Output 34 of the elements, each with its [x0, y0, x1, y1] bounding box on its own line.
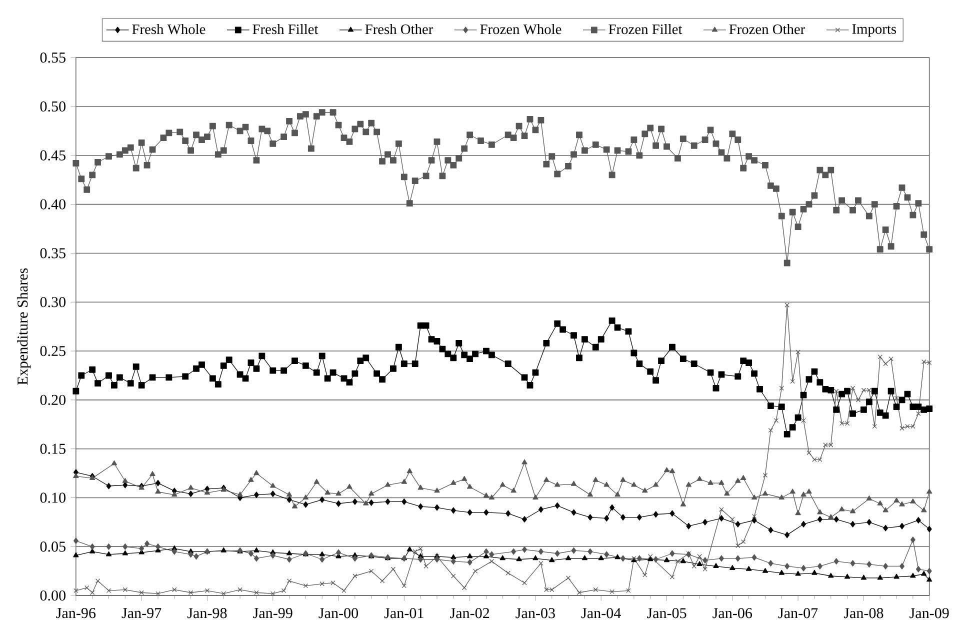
x-tick-label: Jan-05	[647, 608, 686, 618]
x-tick-label: Jan-09	[910, 608, 949, 618]
y-tick-label: 0.00	[40, 590, 66, 601]
legend-label: Fresh Whole	[132, 24, 206, 34]
legend-label: Fresh Fillet	[252, 24, 318, 34]
x-tick-label: Jan-97	[122, 608, 162, 618]
x-tick-label: Jan-04	[581, 608, 621, 618]
y-axis-title: Expenditure Shares	[17, 268, 31, 385]
legend-label: Imports	[852, 24, 896, 37]
x-tick-label: Jan-96	[56, 608, 96, 618]
x-tick-label: Jan-02	[450, 608, 490, 618]
x-tick-label: Jan-99	[253, 608, 292, 618]
y-tick-label: 0.20	[40, 394, 66, 406]
legend-label: Frozen Fillet	[608, 24, 682, 34]
legend-label: Frozen Other	[729, 24, 806, 34]
y-tick-label: 0.15	[40, 444, 66, 454]
y-tick-label: 0.10	[40, 492, 66, 503]
legend-label: Frozen Whole	[480, 24, 562, 34]
y-tick-label: 0.05	[40, 542, 66, 552]
x-tick-label: Jan-00	[318, 608, 358, 618]
x-tick-label: Jan-06	[712, 608, 752, 618]
x-tick-label: Jan-08	[844, 608, 884, 618]
x-tick-label: Jan-03	[516, 608, 555, 618]
x-tick-label: Jan-07	[778, 608, 818, 618]
x-tick-label: Jan-01	[384, 608, 424, 618]
y-tick-label: 0.25	[40, 346, 66, 356]
y-tick-label: 0.40	[40, 199, 66, 210]
y-tick-label: 0.45	[40, 150, 66, 161]
y-tick-label: 0.55	[40, 52, 66, 63]
y-tick-label: 0.30	[40, 297, 66, 308]
x-tick-label: Jan-98	[187, 608, 227, 618]
y-tick-label: 0.35	[40, 248, 66, 258]
y-tick-label: 0.50	[40, 101, 66, 112]
legend-label: Fresh Other	[365, 24, 434, 34]
